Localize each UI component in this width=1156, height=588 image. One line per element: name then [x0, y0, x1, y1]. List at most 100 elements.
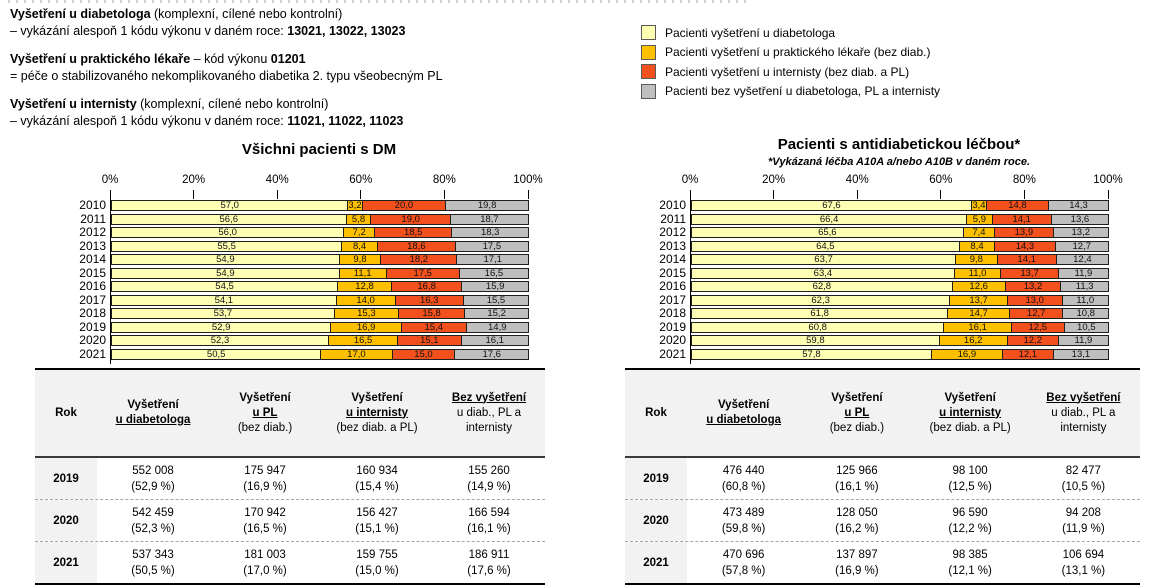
year-label: 2016	[79, 279, 106, 293]
bar-segment-label: 8,4	[352, 240, 367, 252]
bar-segment-label: 13,6	[1070, 213, 1090, 225]
bar-segment-label: 63,7	[814, 254, 833, 265]
cell-percent: (12,1 %)	[948, 564, 992, 577]
table-row: 2021 537 343 (50,5 %) 181 003 (17,0 %) 159 75…	[35, 541, 545, 583]
bar-row: 2012 65,6 7,4 13,9 13,2	[659, 226, 1109, 240]
bar-segment: 11,9	[1057, 336, 1108, 345]
bar-segment-label: 11,3	[1075, 281, 1094, 292]
bar-segment-label: 53,7	[213, 308, 233, 319]
stacked-bar-plot-all-patients: 2010 57,0 3,2 20,0 19,8 2011 56,6 5,8 19,0 18,7 20…	[79, 199, 529, 364]
bar-row: 2020 52,3 16,5 15,1 16,1	[79, 334, 529, 348]
bar-segment: 55,5	[112, 240, 342, 252]
year-label: 2010	[79, 198, 106, 212]
year-label: 2017	[659, 292, 686, 307]
bar-segment-label: 54,9	[216, 267, 235, 279]
year-label: 2016	[659, 279, 686, 293]
cell-percent: (12,5 %)	[948, 480, 992, 493]
definition-text: Vyšetření u internisty	[10, 97, 137, 111]
definition-text: – kód výkonu	[190, 52, 271, 66]
bar-segment: 50,5	[112, 349, 321, 359]
bar-row: 2011 66,4 5,9 14,1 13,6	[660, 212, 1109, 227]
axis-tick	[773, 190, 775, 199]
cell-percent: (16,1 %)	[467, 522, 511, 535]
bar-segment-label: 56,6	[219, 213, 239, 225]
cell-count: 552 008	[132, 464, 174, 477]
definition-text: (komplexní, cílené nebo kontrolní)	[136, 97, 329, 111]
axis-tick	[856, 190, 858, 199]
bar-segment-label: 13,0	[1025, 294, 1044, 306]
bar-segment-label: 14,0	[356, 294, 375, 306]
bar-row: 2017 62,3 13,7 13,0 11,0	[659, 293, 1109, 308]
bar-segment-label: 15,0	[414, 348, 433, 360]
year-label: 2017	[79, 292, 106, 307]
legend-label: Pacienti vyšetření u diabetologa	[665, 25, 836, 40]
bar-segment-label: 19,8	[477, 200, 497, 211]
bar-segment-label: 55,5	[217, 240, 236, 252]
bar-segment: 11,3	[1060, 281, 1109, 292]
cell-count: 186 911	[468, 548, 510, 561]
x-axis-tick-label: 40%	[265, 174, 289, 186]
bar-segment-label: 17,1	[483, 254, 502, 265]
legend-item: Pacienti bez vyšetření u diabetologa, PL…	[641, 82, 940, 102]
bar-segment: 5,9	[966, 213, 992, 225]
legend-label: Pacienti vyšetření u internisty (bez dia…	[665, 64, 910, 79]
bar-segment: 18,6	[376, 241, 455, 251]
bar-segment-label: 17,5	[413, 267, 432, 279]
definition-text: Vyšetření u diabetologa	[10, 7, 151, 21]
bar-segment: 9,8	[338, 255, 381, 264]
bar-segment-label: 15,3	[357, 308, 376, 319]
bar-segment: 54,9	[112, 267, 339, 279]
bar-segment-label: 13,2	[1023, 281, 1043, 292]
cell-count: 476 440	[722, 464, 765, 477]
table-data-cell: 542 459 (52,3 %)	[97, 500, 209, 541]
bar-segment: 13,7	[1000, 268, 1058, 278]
table-data-cell: 94 208 (11,9 %)	[1027, 500, 1140, 541]
bar-segment-label: 62,3	[811, 294, 830, 306]
bar-segment: 17,0	[320, 349, 392, 359]
stacked-bar: 67,6 3,4 14,8 14,3	[691, 200, 1109, 211]
bar-segment: 54,5	[112, 282, 338, 291]
bar-segment-label: 11,1	[353, 267, 372, 279]
table-header-cell: Vyšetření u diabetologa	[687, 370, 800, 456]
bar-segment: 56,0	[112, 228, 344, 237]
cell-count: 98 385	[952, 548, 988, 561]
bar-segment-label: 16,1	[968, 321, 987, 333]
cell-percent: (15,0 %)	[355, 564, 399, 577]
bar-segment: 13,0	[1006, 294, 1062, 306]
bar-segment: 14,3	[1048, 201, 1108, 210]
year-label: 2011	[80, 211, 106, 226]
bar-segment: 14,3	[994, 241, 1055, 251]
x-axis-tick-label: 20%	[182, 174, 206, 186]
stacked-bar: 52,3 16,5 15,1 16,1	[111, 335, 529, 346]
cell-percent: (52,9 %)	[131, 480, 175, 493]
chart-legend: Pacienti vyšetření u diabetologa Pacienti…	[641, 23, 940, 101]
year-label: 2019	[659, 319, 686, 334]
cell-percent: (10,5 %)	[1061, 480, 1106, 493]
table-data-cell: 552 008 (52,9 %)	[97, 458, 209, 499]
stacked-bar: 55,5 8,4 18,6 17,5	[111, 240, 529, 252]
bar-segment: 15,1	[397, 336, 461, 345]
bar-row: 2014 54,9 9,8 18,2 17,1	[79, 253, 529, 267]
definition-paragraph: Vyšetření u internisty (komplexní, cílen…	[10, 96, 630, 130]
cell-percent: (16,9 %)	[835, 564, 879, 577]
table-header-text: u diab., PL a internisty	[456, 406, 522, 434]
bar-segment-label: 19,0	[401, 213, 420, 225]
stacked-bar: 66,4 5,9 14,1 13,6	[691, 213, 1109, 225]
x-axis-tick-label: 100%	[1093, 174, 1123, 186]
stacked-bar: 65,6 7,4 13,9 13,2	[691, 227, 1109, 238]
x-axis-tick-label: 40%	[845, 174, 869, 186]
year-label: 2019	[79, 319, 106, 334]
bar-segment-label: 17,5	[482, 240, 502, 252]
bar-row: 2021 50,5 17,0 15,0 17,6	[79, 347, 529, 362]
table-header-text: Vyšetření	[717, 399, 770, 411]
stacked-bar: 59,8 16,2 12,2 11,9	[691, 335, 1109, 346]
bar-row: 2013 64,5 8,4 14,3 12,7	[659, 239, 1109, 254]
bar-segment-label: 16,1	[485, 335, 505, 346]
bar-segment-label: 16,2	[963, 335, 983, 346]
stacked-bar: 60,8 16,1 12,5 10,5	[691, 321, 1109, 333]
bar-segment-label: 5,9	[972, 213, 987, 225]
table-row: 2020 542 459 (52,3 %) 170 942 (16,5 %) 156 42…	[35, 499, 545, 541]
bar-segment-label: 57,8	[802, 348, 821, 360]
bar-segment: 13,7	[949, 295, 1007, 305]
year-label: 2010	[659, 198, 686, 212]
